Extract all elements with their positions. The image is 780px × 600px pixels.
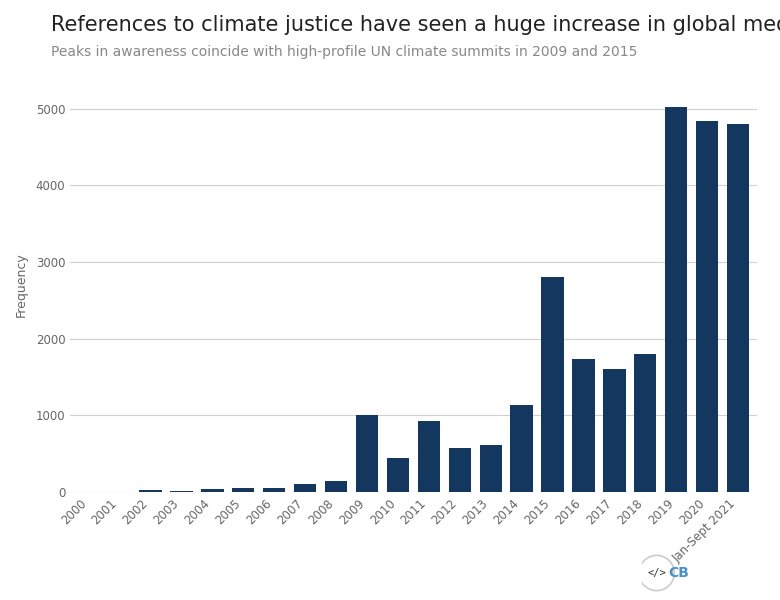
Bar — [201, 489, 224, 492]
Bar — [170, 491, 193, 492]
Y-axis label: Frequency: Frequency — [14, 253, 27, 317]
Text: References to climate justice have seen a huge increase in global media: References to climate justice have seen … — [51, 15, 780, 35]
Bar — [665, 107, 687, 492]
Bar — [573, 359, 594, 492]
Bar — [510, 406, 533, 492]
Bar — [294, 484, 317, 492]
Bar — [603, 370, 626, 492]
Bar — [356, 415, 378, 492]
Bar — [696, 121, 718, 492]
Text: Peaks in awareness coincide with high-profile UN climate summits in 2009 and 201: Peaks in awareness coincide with high-pr… — [51, 45, 637, 59]
Bar — [480, 445, 502, 492]
Text: </>: </> — [647, 568, 666, 578]
Bar — [232, 488, 254, 492]
Bar — [418, 421, 440, 492]
Bar — [325, 481, 347, 492]
Text: CB: CB — [668, 566, 690, 580]
Bar — [634, 354, 657, 492]
Bar — [541, 277, 564, 492]
Bar — [140, 490, 161, 492]
Bar — [727, 124, 749, 492]
Bar — [387, 457, 409, 492]
Bar — [448, 448, 471, 492]
Bar — [263, 488, 285, 492]
